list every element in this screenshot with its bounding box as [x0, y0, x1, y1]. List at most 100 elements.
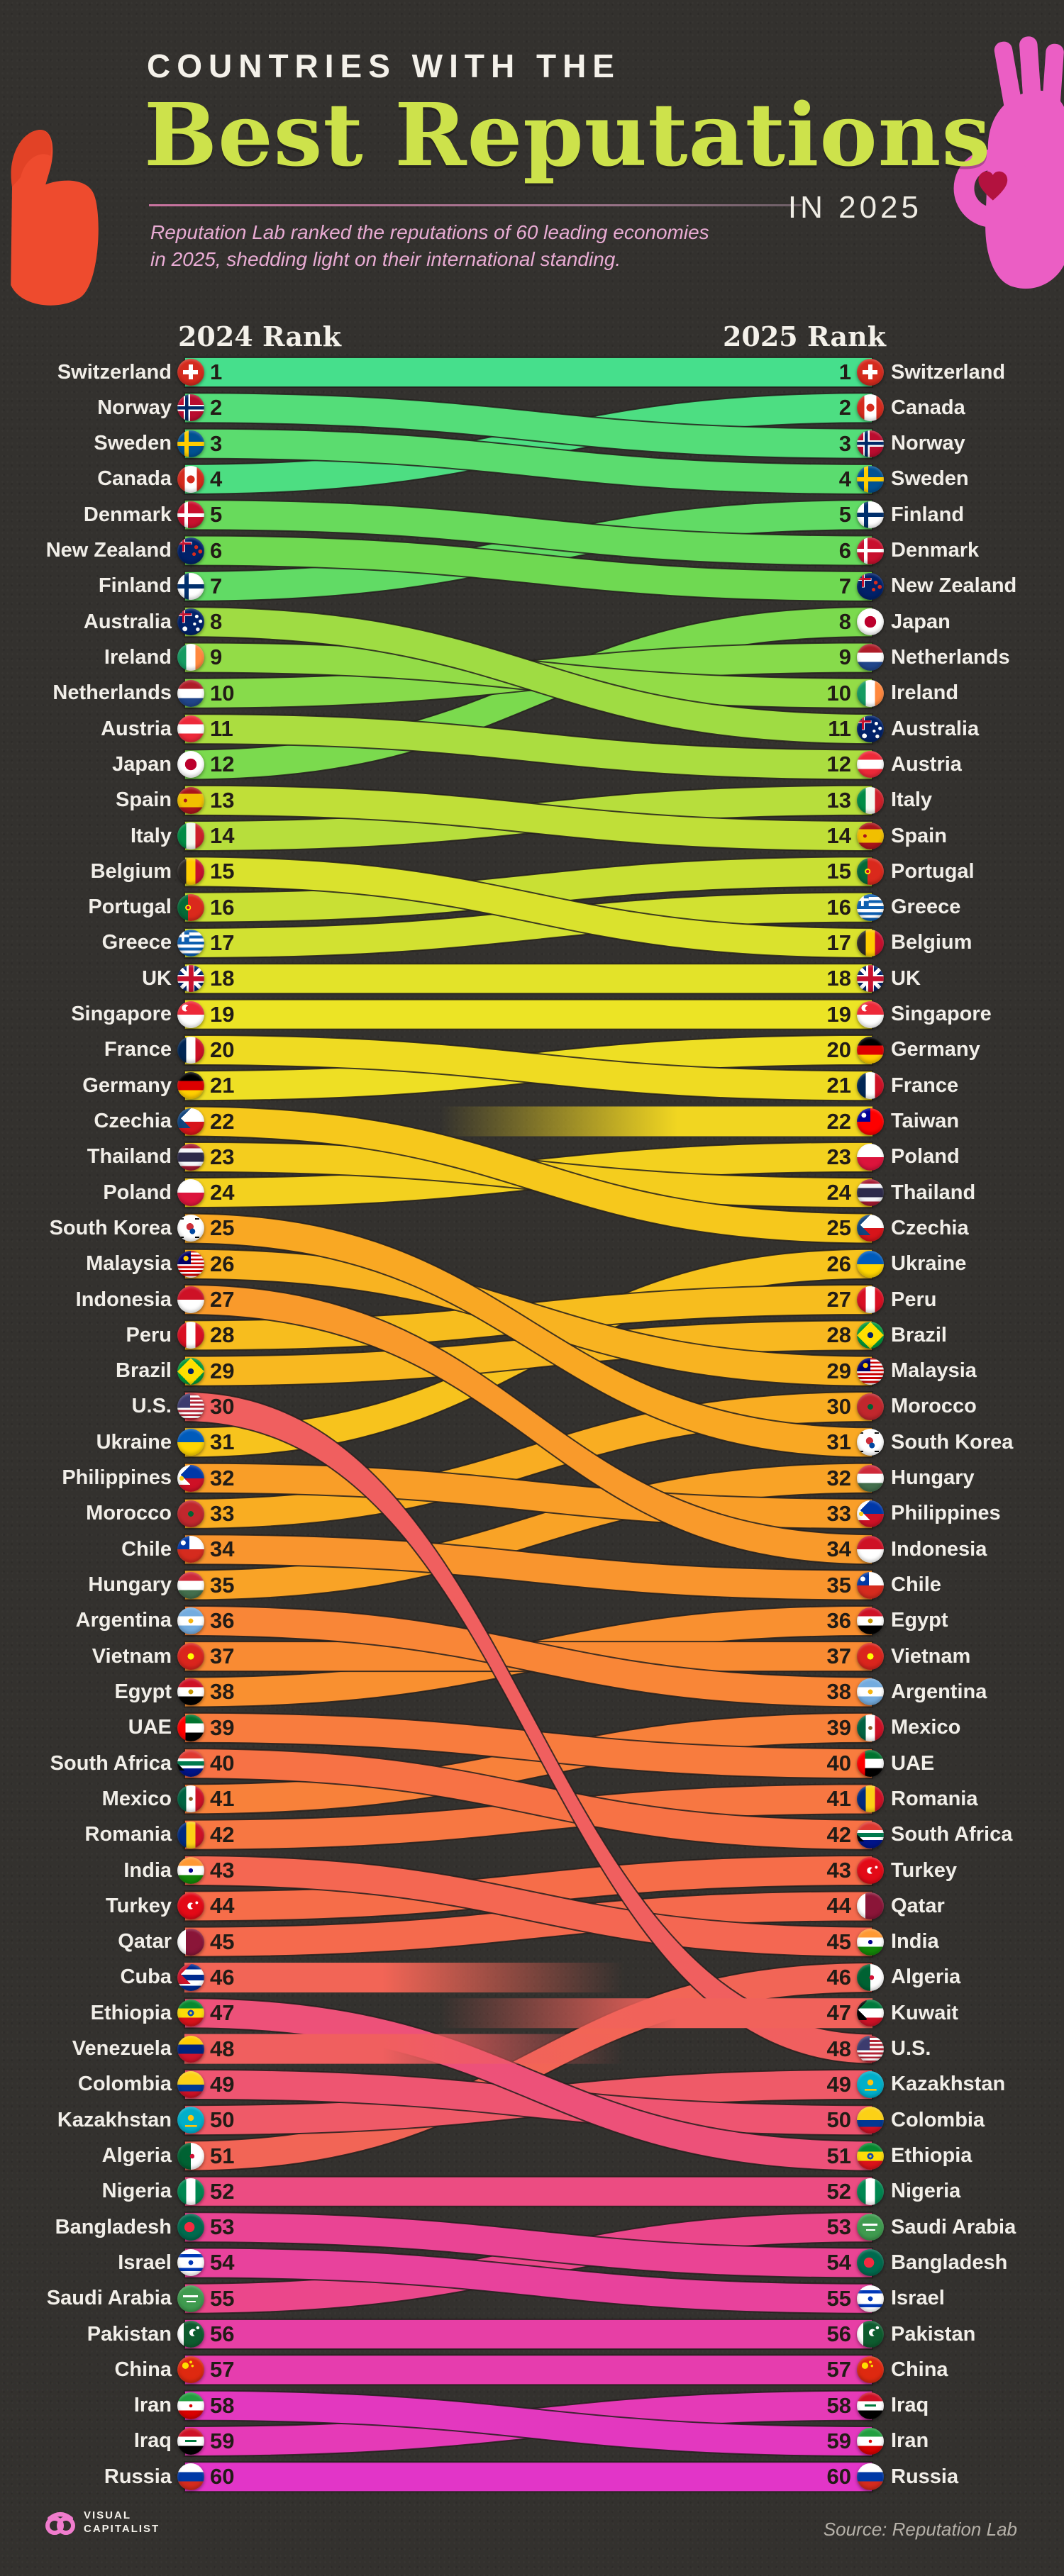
left-row-romania: Romania 42 [0, 1817, 241, 1853]
rank-number: 37 [826, 1644, 851, 1669]
morocco-flag-icon [857, 1393, 884, 1420]
rank-number: 34 [826, 1537, 851, 1562]
newzealand-flag-icon [857, 572, 884, 600]
left-row-hungary: Hungary 35 [0, 1568, 241, 1603]
country-label: India [123, 1858, 172, 1882]
ribbon-dropped-cuba [184, 1962, 624, 1992]
rank-number: 42 [210, 1822, 235, 1847]
country-label: Iraq [891, 2394, 929, 2417]
rank-number: 20 [210, 1037, 235, 1062]
left-row-southkorea: South Korea 25 [0, 1210, 241, 1246]
subtitle-line-2: in 2025, shedding light on their interna… [150, 248, 621, 270]
country-label: Turkey [106, 1894, 172, 1917]
right-row-malaysia: 29 Malaysia [820, 1354, 1064, 1389]
country-label: Saudi Arabia [891, 2215, 1016, 2238]
visual-capitalist-logo: VISUAL CAPITALIST [44, 2509, 160, 2537]
country-label: Israel [891, 2287, 945, 2310]
rank-number: 46 [210, 1964, 235, 1990]
right-row-canada: 2 Canada [820, 390, 1064, 425]
left-row-india: India 43 [0, 1853, 241, 1888]
left-row-france: France 20 [0, 1032, 241, 1068]
ribbon-mexico [184, 1712, 873, 1815]
left-row-qatar: Qatar 45 [0, 1924, 241, 1960]
rank-number: 38 [826, 1679, 851, 1705]
right-row-taiwan: 22 Taiwan [820, 1104, 1064, 1139]
country-label: Morocco [86, 1502, 172, 1525]
norway-flag-icon [857, 430, 884, 457]
right-row-kuwait: 47 Kuwait [820, 1995, 1064, 2031]
spain-flag-icon [177, 786, 204, 814]
rank-number: 32 [826, 1465, 851, 1490]
rank-number: 31 [210, 1429, 235, 1455]
rank-number: 15 [826, 859, 851, 884]
country-label: Indonesia [891, 1537, 987, 1561]
country-label: UAE [128, 1716, 172, 1739]
ribbon-sweden [184, 428, 873, 495]
uk-flag-icon [857, 965, 884, 993]
bangladesh-flag-icon [177, 2214, 204, 2241]
left-row-poland: Poland 24 [0, 1175, 241, 1210]
country-label: Egypt [114, 1680, 172, 1703]
indonesia-flag-icon [857, 1536, 884, 1563]
left-row-italy: Italy 14 [0, 818, 241, 854]
country-label: Hungary [88, 1573, 172, 1597]
country-label: Iran [891, 2429, 929, 2453]
brand-line-2: CAPITALIST [84, 2523, 160, 2535]
left-row-saudiarabia: Saudi Arabia 55 [0, 2281, 241, 2316]
country-label: Indonesia [75, 1288, 172, 1311]
country-label: Colombia [77, 2073, 172, 2096]
country-label: Hungary [891, 1466, 975, 1490]
country-label: Austria [891, 752, 962, 776]
rank-number: 50 [210, 2107, 235, 2133]
rank-number: 21 [826, 1073, 851, 1098]
india-flag-icon [177, 1857, 204, 1885]
rank-number: 16 [826, 894, 851, 920]
country-label: China [891, 2358, 948, 2381]
subtitle-line-1: Reputation Lab ranked the reputations of… [150, 221, 709, 243]
country-label: Argentina [891, 1680, 987, 1703]
rank-number: 27 [210, 1287, 235, 1312]
rank-number: 44 [826, 1893, 851, 1919]
rank-number: 35 [210, 1572, 235, 1598]
peru-flag-icon [177, 1322, 204, 1349]
right-row-southkorea: 31 South Korea [820, 1424, 1064, 1460]
left-row-nigeria: Nigeria 52 [0, 2174, 241, 2209]
rank-number: 55 [826, 2285, 851, 2311]
indonesia-flag-icon [177, 1286, 204, 1314]
country-label: Qatar [118, 1930, 172, 1953]
right-row-thailand: 24 Thailand [820, 1175, 1064, 1210]
israel-flag-icon [857, 2285, 884, 2312]
rank-number: 55 [210, 2285, 235, 2311]
rank-number: 48 [210, 2036, 235, 2061]
left-row-brazil: Brazil 29 [0, 1354, 241, 1389]
left-row-japan: Japan 12 [0, 747, 241, 782]
rank-number: 53 [210, 2214, 235, 2240]
left-row-iran: Iran 58 [0, 2388, 241, 2424]
rank-number: 49 [826, 2071, 851, 2097]
thumbs-up-hand-illustration [11, 130, 99, 306]
ribbon-nigeria [184, 2175, 873, 2207]
rank-number: 25 [210, 1215, 235, 1241]
rank-number: 39 [826, 1714, 851, 1740]
rank-number: 34 [210, 1537, 235, 1562]
country-label: Spain [891, 824, 947, 847]
rank-number: 9 [838, 645, 851, 670]
ribbon-dropped-venezuela [184, 2034, 624, 2064]
cuba-flag-icon [177, 1963, 204, 1991]
country-label: Chile [121, 1537, 172, 1561]
mexico-flag-icon [177, 1785, 204, 1813]
ribbon-indonesia [184, 1284, 873, 1566]
country-label: Thailand [87, 1145, 172, 1169]
algeria-flag-icon [857, 1963, 884, 1991]
iraq-flag-icon [857, 2392, 884, 2419]
rank-number: 44 [210, 1893, 235, 1919]
nigeria-flag-icon [857, 2178, 884, 2205]
rank-number: 59 [210, 2428, 235, 2453]
rank-number: 59 [826, 2428, 851, 2453]
right-row-algeria: 46 Algeria [820, 1960, 1064, 1995]
pakistan-flag-icon [177, 2321, 204, 2348]
country-label: France [891, 1074, 959, 1097]
rank-number: 10 [826, 680, 851, 706]
country-label: Mexico [891, 1716, 961, 1739]
left-row-israel: Israel 54 [0, 2245, 241, 2280]
